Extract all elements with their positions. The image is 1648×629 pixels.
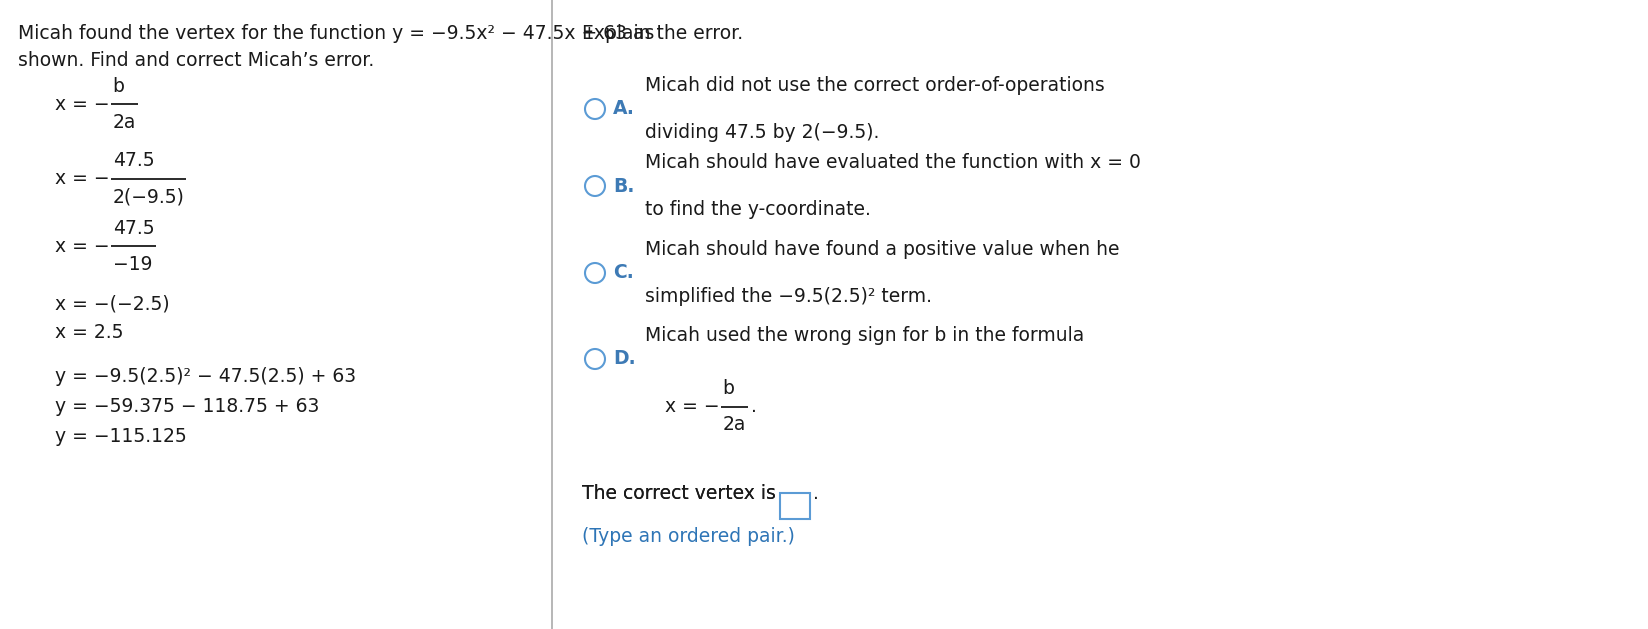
Text: 2a: 2a [722,416,747,435]
Text: x = 2.5: x = 2.5 [54,323,124,343]
Text: y = −115.125: y = −115.125 [54,428,186,447]
Text: simplified the −9.5(2.5)² term.: simplified the −9.5(2.5)² term. [644,287,933,306]
Text: A.: A. [613,99,634,118]
Text: 2a: 2a [112,113,137,131]
Text: The correct vertex is: The correct vertex is [582,484,781,503]
Text: The correct vertex is: The correct vertex is [582,484,776,503]
Text: (Type an ordered pair.): (Type an ordered pair.) [582,527,794,546]
Text: y = −59.375 − 118.75 + 63: y = −59.375 − 118.75 + 63 [54,398,320,416]
Text: shown. Find and correct Micah’s error.: shown. Find and correct Micah’s error. [18,51,374,70]
Text: Explain the error.: Explain the error. [582,24,743,43]
Text: dividing 47.5 by 2(−9.5).: dividing 47.5 by 2(−9.5). [644,123,880,142]
Text: y = −9.5(2.5)² − 47.5(2.5) + 63: y = −9.5(2.5)² − 47.5(2.5) + 63 [54,367,356,386]
Text: b: b [722,379,735,399]
Text: b: b [112,77,125,96]
Text: Micah did not use the correct order-of-operations: Micah did not use the correct order-of-o… [644,76,1104,95]
Text: 47.5: 47.5 [112,218,155,238]
Text: Micah found the vertex for the function y = −9.5x² − 47.5x + 63 as: Micah found the vertex for the function … [18,24,654,43]
Text: x = −(−2.5): x = −(−2.5) [54,294,170,313]
Text: 2(−9.5): 2(−9.5) [112,187,185,206]
Text: 47.5: 47.5 [112,152,155,170]
Text: Micah used the wrong sign for b in the formula: Micah used the wrong sign for b in the f… [644,326,1084,345]
Text: Micah should have found a positive value when he: Micah should have found a positive value… [644,240,1119,259]
Text: −19: −19 [112,255,152,274]
Text: B.: B. [613,177,634,196]
Text: x = −: x = − [54,237,110,255]
Text: .: . [751,398,756,416]
Text: D.: D. [613,350,636,369]
Text: to find the y-coordinate.: to find the y-coordinate. [644,200,870,219]
Text: x = −: x = − [54,94,110,113]
Text: .: . [812,484,819,503]
Text: C.: C. [613,264,634,282]
Text: Micah should have evaluated the function with x = 0: Micah should have evaluated the function… [644,153,1140,172]
FancyBboxPatch shape [780,493,811,519]
Text: x = −: x = − [54,169,110,189]
Text: x = −: x = − [666,398,720,416]
